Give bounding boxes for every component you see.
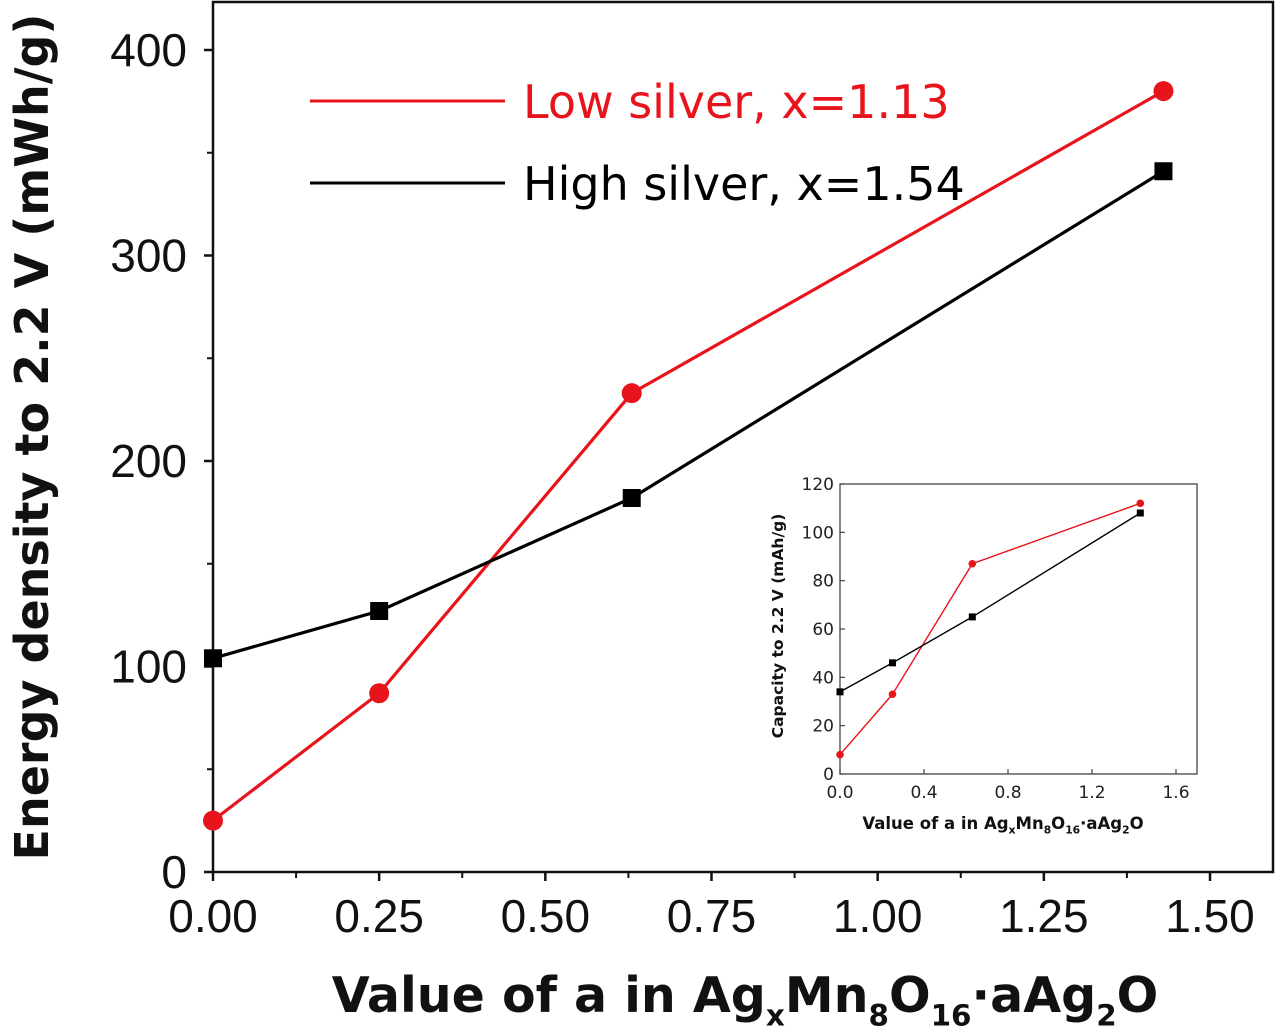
data-point [622,488,641,507]
legend-label-1: High silver, x=1.54 [523,157,965,211]
inset-x-tick-label: 0.8 [994,783,1021,803]
x-tick-label: 0.75 [667,890,757,942]
inset-x-tick-label: 1.2 [1078,783,1105,803]
x-tick-label: 0.25 [334,890,424,942]
x-tick-label: 1.00 [833,890,923,942]
data-point [369,683,390,704]
inset-data-point [889,659,896,667]
data-point [1154,162,1173,181]
data-point [621,383,642,404]
inset-y-tick-label: 20 [812,717,834,737]
inset-frame [839,483,1198,775]
y-tick-label: 0 [161,846,187,898]
inset-y-axis-label: Capacity to 2.2 V (mAh/g) [769,514,787,739]
series-line-0 [212,89,1165,822]
inset-y-tick-label: 120 [802,475,834,495]
data-point [1153,81,1174,102]
inset-y-tick-label: 40 [812,668,834,688]
data-point [203,810,223,831]
y-axis-label: Energy density to 2.2 V (mWh/g) [5,14,59,861]
y-tick-label: 100 [110,641,187,693]
inset-x-tick-label: 0.4 [910,783,937,803]
x-axis-label: Value of a in AgxMn8O16·aAg2O [332,967,1159,1028]
inset-data-point [836,750,844,759]
main-plot-frame [211,0,1275,874]
inset-x-tick-label: 0.0 [826,783,853,803]
inset-data-point [836,688,844,696]
inset-y-tick-label: 100 [802,523,834,543]
inset-series-line-1 [839,512,1141,693]
data-point [370,602,389,621]
inset-y-tick-label: 0 [823,765,834,785]
legend-label-0: Low silver, x=1.13 [523,75,950,129]
inset-data-point [888,690,897,699]
inset-data-point [1136,499,1145,508]
y-tick-label: 300 [110,230,187,282]
x-tick-label: 0.00 [168,890,258,942]
inset-data-point [968,613,976,621]
data-point [204,649,222,668]
x-tick-label: 1.50 [1165,890,1255,942]
y-tick-label: 200 [110,435,187,487]
inset-data-point [1136,509,1144,517]
y-tick-label: 400 [110,24,187,76]
inset-x-axis-label: Value of a in AgxMn8O16·aAg2O [862,814,1143,837]
inset-y-tick-label: 80 [812,572,834,592]
inset-y-tick-label: 60 [812,620,834,640]
series-line-1 [212,169,1165,660]
inset-x-tick-label: 1.6 [1162,783,1189,803]
inset-plot: 0 20 40 60 80 100 120 0.0 0.4 0.8 1.2 1.6 Value of a… [769,475,1198,837]
inset-series-line-0 [839,502,1141,756]
x-tick-label: 1.25 [999,890,1089,942]
inset-data-point [968,559,977,568]
x-tick-label: 0.50 [501,890,591,942]
